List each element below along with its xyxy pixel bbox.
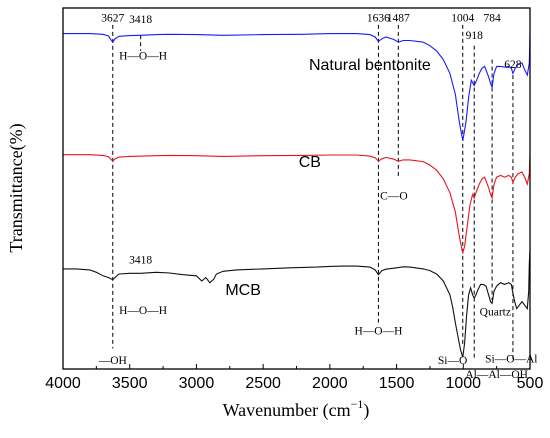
group-label: H—O—H (354, 326, 402, 338)
x-tick-label: 3500 (112, 375, 148, 392)
x-tick-label: 500 (517, 375, 544, 392)
group-label: Quartz (480, 307, 511, 319)
peak-label: 3627 (101, 12, 124, 24)
x-tick-label: 4000 (45, 375, 81, 392)
x-tick-label: 3000 (179, 375, 215, 392)
x-axis-label-exponent: −1 (351, 397, 364, 411)
series-line (63, 154, 531, 255)
group-label: C—O (380, 191, 407, 203)
x-axis-label: Wavenumber (cm−1) (223, 397, 370, 421)
plot-frame (62, 7, 531, 370)
group-label: H—O—H (119, 305, 167, 317)
peak-label: 3418 (129, 255, 152, 267)
series-lines (63, 33, 531, 358)
series-label: CB (299, 154, 321, 171)
group-label: Si—O (438, 355, 467, 367)
x-axis-label-close: ) (363, 400, 369, 421)
x-tick-label: 2500 (245, 375, 281, 392)
peak-label: 1636 (367, 12, 390, 24)
group-label: Si—O—Al (485, 353, 537, 365)
x-axis-label-main: Wavenumber (cm (223, 400, 351, 421)
group-label: H—O—H (119, 51, 167, 63)
peak-label: 1004 (451, 12, 474, 24)
x-tick-label: 1000 (445, 375, 481, 392)
peak-label: 1487 (387, 12, 410, 24)
peak-label: 3418 (129, 14, 152, 26)
reference-lines (112, 24, 514, 359)
peak-label: 918 (466, 30, 484, 42)
group-label: —OH (98, 355, 127, 367)
group-label: Al—Al—OH (465, 369, 528, 381)
x-tick-label: 2000 (312, 375, 348, 392)
axes: 4000 3500 3000 2500 2000 1500 1000 500 (45, 364, 543, 392)
series-label: MCB (225, 282, 261, 299)
peak-label: 628 (504, 59, 522, 71)
series-line (63, 249, 531, 358)
series-line (63, 33, 531, 141)
series-label: Natural bentonite (309, 57, 431, 74)
y-axis-label: Transmittance(%) (6, 123, 27, 252)
x-tick-label: 1500 (379, 375, 415, 392)
peak-label: 784 (483, 12, 501, 24)
